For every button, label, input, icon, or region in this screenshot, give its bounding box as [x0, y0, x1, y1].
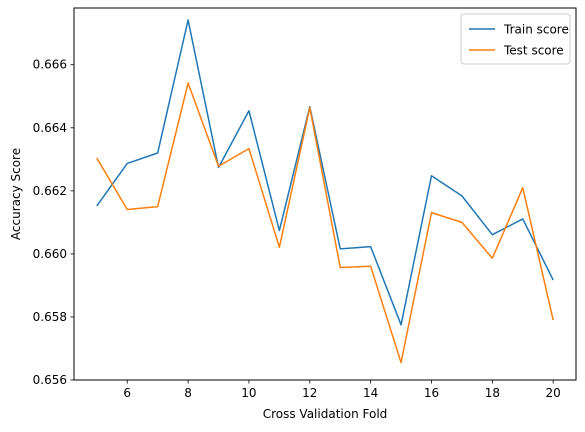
- y-tick-label: 0.660: [33, 247, 67, 261]
- y-axis-label: Accuracy Score: [9, 148, 23, 240]
- plot-frame: [73, 7, 577, 381]
- x-tick-label: 14: [363, 386, 378, 400]
- series-line-1: [96, 82, 554, 364]
- y-ticks: 0.656 0.658 0.660 0.662 0.664 0.666: [33, 58, 74, 387]
- legend: Train score Test score: [460, 13, 571, 65]
- y-tick-label: 0.658: [33, 310, 67, 324]
- x-ticks: 6 8 10 12 14 16 18 20: [123, 380, 561, 400]
- y-tick-label: 0.666: [33, 58, 67, 72]
- legend-box: [460, 13, 571, 65]
- x-tick-label: 20: [546, 386, 561, 400]
- y-tick-label: 0.664: [33, 121, 67, 135]
- legend-label-1: Test score: [503, 44, 564, 58]
- x-tick-label: 12: [302, 386, 317, 400]
- legend-label-0: Train score: [503, 23, 569, 37]
- x-tick-label: 10: [241, 386, 256, 400]
- series-layer: [96, 19, 554, 364]
- x-tick-label: 8: [184, 386, 192, 400]
- y-tick-label: 0.656: [33, 373, 67, 387]
- series-line-0: [96, 19, 554, 326]
- plot-area: [74, 8, 576, 380]
- x-tick-label: 16: [424, 386, 439, 400]
- x-tick-label: 18: [485, 386, 500, 400]
- x-tick-label: 6: [123, 386, 131, 400]
- y-tick-label: 0.662: [33, 184, 67, 198]
- x-axis-label: Cross Validation Fold: [263, 407, 388, 421]
